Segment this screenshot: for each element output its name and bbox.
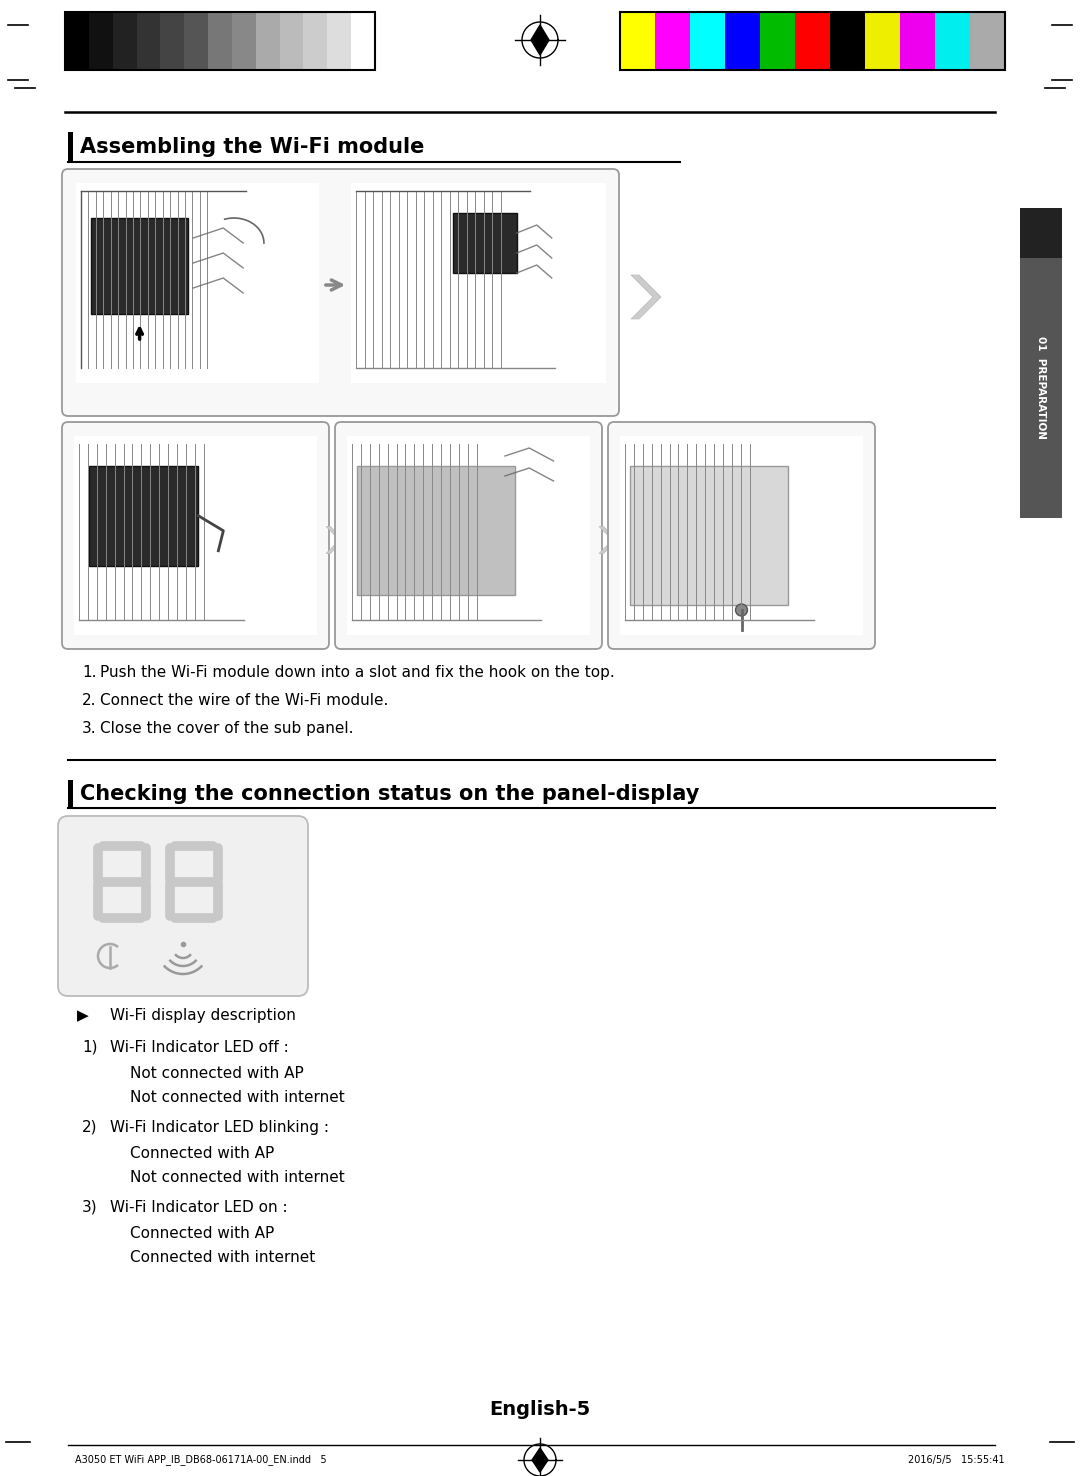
Bar (89, 12, 112, 69)
Text: Close the cover of the sub panel.: Close the cover of the sub panel. (100, 720, 353, 737)
Text: Not connected with internet: Not connected with internet (130, 1089, 345, 1106)
FancyBboxPatch shape (335, 422, 602, 649)
Polygon shape (326, 527, 345, 554)
Text: Assembling the Wi-Fi module: Assembling the Wi-Fi module (80, 137, 424, 156)
Bar (1020, 208, 1062, 258)
Text: 2016/5/5   15:55:41: 2016/5/5 15:55:41 (908, 1455, 1005, 1466)
Bar (136, 12, 161, 69)
Bar (620, 12, 1005, 69)
Text: Connected with AP: Connected with AP (130, 1227, 274, 1241)
Bar (970, 12, 1005, 69)
Text: 1): 1) (82, 1041, 97, 1055)
FancyBboxPatch shape (608, 422, 875, 649)
Bar (75, 435, 318, 635)
Text: Wi-Fi Indicator LED on :: Wi-Fi Indicator LED on : (110, 1200, 287, 1215)
Text: 2.: 2. (82, 694, 96, 708)
Polygon shape (532, 1448, 548, 1472)
FancyBboxPatch shape (62, 422, 329, 649)
Bar (725, 12, 760, 69)
Text: 3): 3) (82, 1200, 97, 1215)
Bar (185, 12, 208, 69)
Text: Wi-Fi Indicator LED blinking :: Wi-Fi Indicator LED blinking : (110, 1120, 329, 1135)
Bar (351, 183, 606, 382)
Bar (865, 12, 900, 69)
Bar (1020, 258, 1062, 518)
Bar (357, 466, 515, 595)
Bar (68, 131, 73, 162)
Bar (620, 12, 654, 69)
Polygon shape (599, 527, 617, 554)
Bar (620, 435, 863, 635)
Bar (161, 12, 185, 69)
Bar (630, 466, 788, 605)
Bar (453, 213, 516, 273)
Text: 2): 2) (82, 1120, 97, 1135)
Text: 01  PREPARATION: 01 PREPARATION (1036, 337, 1047, 440)
Bar (327, 12, 351, 69)
Bar (935, 12, 970, 69)
Text: 3.: 3. (82, 720, 96, 737)
Bar (65, 12, 375, 69)
Bar (208, 12, 232, 69)
Text: Not connected with AP: Not connected with AP (130, 1066, 303, 1080)
Bar (256, 12, 280, 69)
Text: A3050 ET WiFi APP_IB_DB68-06171A-00_EN.indd   5: A3050 ET WiFi APP_IB_DB68-06171A-00_EN.i… (75, 1454, 326, 1466)
Bar (303, 12, 327, 69)
Polygon shape (631, 275, 661, 319)
Text: Connect the wire of the Wi-Fi module.: Connect the wire of the Wi-Fi module. (100, 694, 389, 708)
Circle shape (735, 604, 747, 615)
Text: Checking the connection status on the panel-display: Checking the connection status on the pa… (80, 784, 700, 804)
Bar (65, 12, 89, 69)
Text: Connected with internet: Connected with internet (130, 1250, 315, 1265)
Polygon shape (531, 25, 549, 55)
Bar (112, 12, 136, 69)
Bar (795, 12, 831, 69)
Bar (232, 12, 256, 69)
Bar (900, 12, 935, 69)
Text: English-5: English-5 (489, 1401, 591, 1418)
Text: Wi-Fi Indicator LED off :: Wi-Fi Indicator LED off : (110, 1041, 288, 1055)
Bar (654, 12, 690, 69)
Text: Not connected with internet: Not connected with internet (130, 1170, 345, 1185)
Text: Push the Wi-Fi module down into a slot and fix the hook on the top.: Push the Wi-Fi module down into a slot a… (100, 666, 615, 680)
Text: Connected with AP: Connected with AP (130, 1145, 274, 1162)
Bar (76, 183, 319, 382)
Bar (351, 12, 375, 69)
Bar (89, 466, 199, 565)
Bar (347, 435, 590, 635)
Bar (690, 12, 725, 69)
Bar (280, 12, 303, 69)
FancyBboxPatch shape (58, 816, 308, 996)
Bar (91, 218, 188, 314)
Bar (831, 12, 865, 69)
Bar (760, 12, 795, 69)
Text: 1.: 1. (82, 666, 96, 680)
Text: ▶: ▶ (77, 1008, 89, 1023)
Bar (68, 779, 73, 807)
FancyBboxPatch shape (62, 168, 619, 416)
Text: Wi-Fi display description: Wi-Fi display description (110, 1008, 296, 1023)
